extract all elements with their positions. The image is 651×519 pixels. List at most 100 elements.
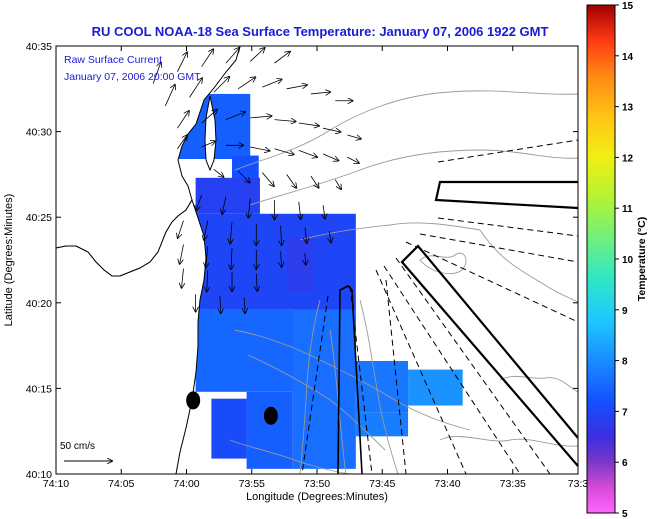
separation-line	[405, 241, 578, 323]
current-vector	[298, 150, 317, 157]
shipping-lanes	[400, 180, 578, 467]
bathymetry-contour	[359, 299, 399, 474]
current-vector	[256, 273, 257, 291]
current-vector	[329, 230, 331, 243]
plot-area	[56, 46, 578, 474]
separation-line	[419, 233, 578, 263]
station-dot-2	[263, 406, 278, 425]
current-vector	[182, 268, 184, 288]
current-vector	[180, 244, 184, 264]
bathymetry-contour	[229, 439, 351, 474]
sst-cell	[211, 398, 247, 459]
channel-line	[337, 285, 363, 474]
colorbar-tick-label: 8	[622, 357, 628, 368]
current-vector	[305, 227, 307, 242]
current-vector	[310, 175, 319, 188]
separation-zones	[301, 139, 578, 474]
sst-cell	[355, 361, 409, 413]
separation-line	[437, 217, 578, 237]
x-tick-label: 73:3	[568, 478, 589, 490]
shipping-lane-east	[434, 180, 578, 210]
current-vector	[177, 52, 187, 72]
current-vector	[281, 225, 282, 245]
bathymetry-contour	[439, 436, 578, 447]
colorbar-label: Temperature (°C)	[636, 217, 648, 302]
current-vectors	[152, 48, 361, 313]
coastline-sandy-hook	[56, 198, 207, 474]
current-vector	[206, 246, 208, 267]
shipping-lane-southeast	[400, 244, 578, 467]
station-points	[186, 391, 278, 425]
overlay-label-2: January 07, 2006 20:00 GMT	[64, 71, 201, 83]
x-tick-label: 74:10	[43, 478, 69, 490]
colorbar-tick-label: 13	[622, 103, 634, 114]
bathymetry-contour	[479, 229, 578, 303]
separation-line	[437, 139, 578, 163]
sst-cell	[292, 309, 356, 469]
colorbar-tick-label: 10	[622, 255, 634, 266]
current-vector	[286, 85, 307, 90]
coastline	[56, 46, 241, 474]
current-vector	[244, 297, 245, 313]
current-vector	[347, 135, 360, 139]
current-vector	[322, 127, 340, 132]
current-vector	[230, 222, 232, 243]
bathymetry-contour	[249, 149, 578, 206]
colorbar-tick-label: 12	[622, 153, 634, 164]
current-vector	[298, 123, 319, 126]
current-vector	[207, 270, 208, 291]
y-tick-label: 40:35	[26, 41, 52, 53]
colorbar-ticks: 5 6 7 8 9 10 11 12 13 14 15	[615, 1, 634, 519]
sst-cell	[246, 391, 293, 469]
x-tick-label: 73:50	[304, 478, 330, 490]
current-vector	[334, 179, 341, 190]
colorbar-tick-label: 7	[622, 407, 628, 418]
y-tick-label: 40:30	[26, 127, 52, 139]
sst-cell	[408, 369, 463, 406]
current-vector	[220, 295, 221, 313]
ship-channel	[337, 285, 363, 474]
current-vector	[249, 48, 264, 62]
current-vector	[250, 116, 271, 118]
current-vector	[177, 135, 187, 149]
chart-title: RU COOL NOAA-18 Sea Surface Temperature:…	[92, 24, 549, 39]
x-axis: 74:10 74:05 74:00 73:55 73:50 73:45 73:40 73:35…	[43, 46, 589, 490]
current-vector	[262, 172, 274, 186]
y-tick-label: 40:15	[26, 383, 52, 395]
separation-line	[395, 257, 551, 474]
current-vector	[262, 79, 281, 88]
current-vector	[323, 205, 325, 218]
current-vector	[274, 52, 290, 64]
current-vector	[274, 120, 296, 122]
separation-line	[375, 269, 467, 474]
current-vector	[189, 78, 202, 98]
y-tick-label: 40:25	[26, 212, 52, 224]
bathymetry-contour	[299, 299, 321, 474]
current-vector	[305, 253, 306, 265]
separation-line	[349, 285, 373, 474]
current-vector	[196, 194, 203, 210]
bathymetry-contour	[299, 222, 481, 241]
current-vector	[322, 153, 338, 161]
current-vector	[347, 156, 359, 163]
current-vector	[222, 196, 227, 214]
colorbar	[586, 4, 616, 514]
colorbar-tick-label: 9	[622, 306, 628, 317]
current-vector	[204, 220, 209, 240]
current-vector	[213, 168, 224, 177]
bathymetry-contours	[119, 90, 578, 474]
current-vector	[281, 251, 282, 266]
bathymetry-contour	[499, 375, 578, 393]
current-vector	[201, 110, 217, 124]
current-vector	[177, 111, 189, 129]
x-tick-label: 73:40	[434, 478, 460, 490]
current-vector	[213, 77, 229, 93]
overlay-label-1: Raw Surface Current	[64, 54, 162, 66]
current-vector	[178, 220, 184, 238]
sst-cell	[286, 237, 314, 291]
current-vector	[248, 198, 250, 217]
x-tick-label: 73:55	[239, 478, 265, 490]
y-tick-label: 40:20	[26, 298, 52, 310]
current-vector	[237, 77, 255, 90]
